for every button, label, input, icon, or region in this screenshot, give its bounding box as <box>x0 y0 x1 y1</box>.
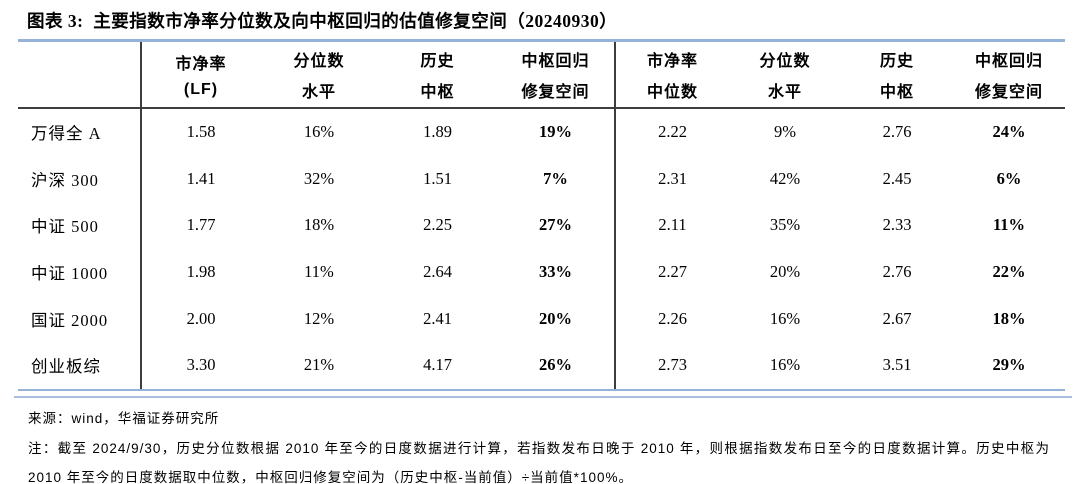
table-cell: 42% <box>769 168 801 188</box>
column-header: 市净率 中位数 <box>616 42 729 109</box>
table-cell: 2.64 <box>423 262 452 282</box>
table-cell: 2.67 <box>882 308 912 328</box>
table-cell: 26% <box>497 341 616 389</box>
corner-cell <box>18 42 142 109</box>
table-cell: 16% <box>769 355 801 375</box>
table-cell: 22% <box>992 262 1026 282</box>
table-cell: 20% <box>769 262 801 282</box>
table-cell: 4.17 <box>423 355 452 375</box>
table-cell: 16% <box>769 308 801 328</box>
row-label: 中证 1000 <box>18 248 142 296</box>
column-header-line2: 中枢 <box>879 84 914 101</box>
table-cell: 1.77 <box>186 215 216 235</box>
valuation-table: 市净率 (LF) 分位数 水平 历史 中枢 中枢回归 修复空间 市净率 中位数 分位数 水平 历史 中枢中… <box>18 39 1065 389</box>
table-cell: 11% <box>992 215 1026 235</box>
table-cell: 35% <box>769 215 801 235</box>
column-header: 中枢回归 修复空间 <box>497 42 616 109</box>
column-header-line2: (LF) <box>183 81 219 98</box>
column-header-line1: 市净率 <box>175 56 227 73</box>
table-cell: 3.51 <box>882 355 912 375</box>
table-cell: 1.41 <box>186 168 216 188</box>
table-cell: 2.41 <box>423 308 452 328</box>
column-header: 历史 中枢 <box>378 42 497 109</box>
column-header: 分位数 水平 <box>260 42 378 109</box>
column-header-line2: 修复空间 <box>521 84 590 101</box>
column-header-line1: 分位数 <box>293 53 345 70</box>
column-header: 中枢回归 修复空间 <box>953 42 1065 109</box>
table-cell: 2.26 <box>658 308 687 328</box>
table-cell: 2.76 <box>882 122 912 142</box>
column-header-line2: 水平 <box>301 84 336 101</box>
table-cell: 21% <box>303 355 335 375</box>
table-cell: 2.00 <box>186 308 216 328</box>
source-text: 来源：wind，华福证券研究所 <box>28 410 220 426</box>
table-cell: 18% <box>303 215 335 235</box>
table-cell: 2.73 <box>658 355 687 375</box>
table-cell: 19% <box>497 109 616 156</box>
table-cell: 33% <box>497 248 616 296</box>
table-cell: 16% <box>303 122 335 142</box>
column-header-line2: 中位数 <box>646 84 698 101</box>
column-header-line1: 历史 <box>879 53 914 70</box>
column-header-line1: 历史 <box>420 53 455 70</box>
table-cell: 2.45 <box>882 168 912 188</box>
table-cell: 7% <box>497 155 616 203</box>
table-cell: 32% <box>303 168 335 188</box>
column-header-line1: 市净率 <box>646 53 698 70</box>
row-label: 创业板综 <box>18 341 142 389</box>
report-figure-page: 图表 3: 主要指数市净率分位数及向中枢回归的估值修复空间（20240930） … <box>0 8 1080 484</box>
table-cell: 20% <box>497 295 616 342</box>
table-cell: 1.51 <box>423 168 452 188</box>
column-header: 历史 中枢 <box>841 42 953 109</box>
column-header-line1: 中枢回归 <box>521 53 590 70</box>
table-cell: 1.58 <box>186 122 216 142</box>
table-cell: 1.98 <box>186 262 216 282</box>
row-label: 国证 2000 <box>18 295 142 342</box>
row-label: 中证 500 <box>18 202 142 249</box>
table-cell: 3.30 <box>186 355 216 375</box>
column-header: 分位数 水平 <box>729 42 841 109</box>
table-bottom-border <box>18 388 1065 391</box>
table-cell: 27% <box>497 202 616 249</box>
table-cell: 12% <box>303 308 335 328</box>
row-label: 沪深 300 <box>18 155 142 203</box>
table-cell: 11% <box>304 262 334 282</box>
table-cell: 24% <box>992 122 1026 142</box>
table-cell: 6% <box>996 168 1022 188</box>
table-cell: 1.89 <box>423 122 452 142</box>
section-divider <box>14 395 1072 398</box>
table-cell: 2.25 <box>423 215 452 235</box>
table-cell: 2.31 <box>658 168 687 188</box>
table-cell: 29% <box>992 355 1026 375</box>
column-header-line2: 中枢 <box>420 84 455 101</box>
column-header-line2: 水平 <box>767 84 802 101</box>
column-header-line1: 中枢回归 <box>974 53 1043 70</box>
table-cell: 2.11 <box>658 215 687 235</box>
row-label: 万得全 A <box>18 109 142 156</box>
table-cell: 2.76 <box>882 262 912 282</box>
column-header-line1: 分位数 <box>759 53 811 70</box>
column-header: 市净率 (LF) <box>142 42 260 109</box>
note-text: 注：截至 2024/9/30，历史分位数根据 2010 年至今的日度数据进行计算… <box>28 440 1050 484</box>
table-cell: 18% <box>992 308 1026 328</box>
table-cell: 9% <box>774 122 796 142</box>
table-cell: 2.27 <box>658 262 687 282</box>
table-cell: 2.22 <box>658 122 687 142</box>
column-header-line2: 修复空间 <box>974 84 1043 101</box>
figure-title: 图表 3: 主要指数市净率分位数及向中枢回归的估值修复空间（20240930） <box>27 11 618 31</box>
table-cell: 2.33 <box>882 215 912 235</box>
